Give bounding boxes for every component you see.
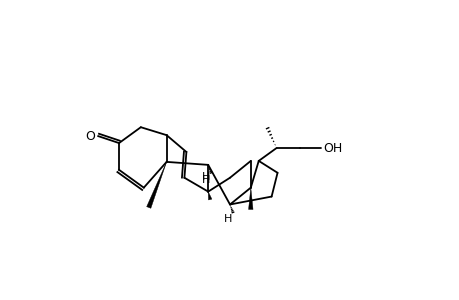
Polygon shape bbox=[248, 188, 252, 209]
Text: H: H bbox=[202, 175, 210, 185]
Text: H: H bbox=[202, 172, 210, 182]
Text: O: O bbox=[85, 130, 95, 142]
Text: H: H bbox=[224, 214, 232, 224]
Polygon shape bbox=[208, 192, 212, 200]
Text: OH: OH bbox=[322, 142, 341, 154]
Polygon shape bbox=[146, 162, 166, 208]
